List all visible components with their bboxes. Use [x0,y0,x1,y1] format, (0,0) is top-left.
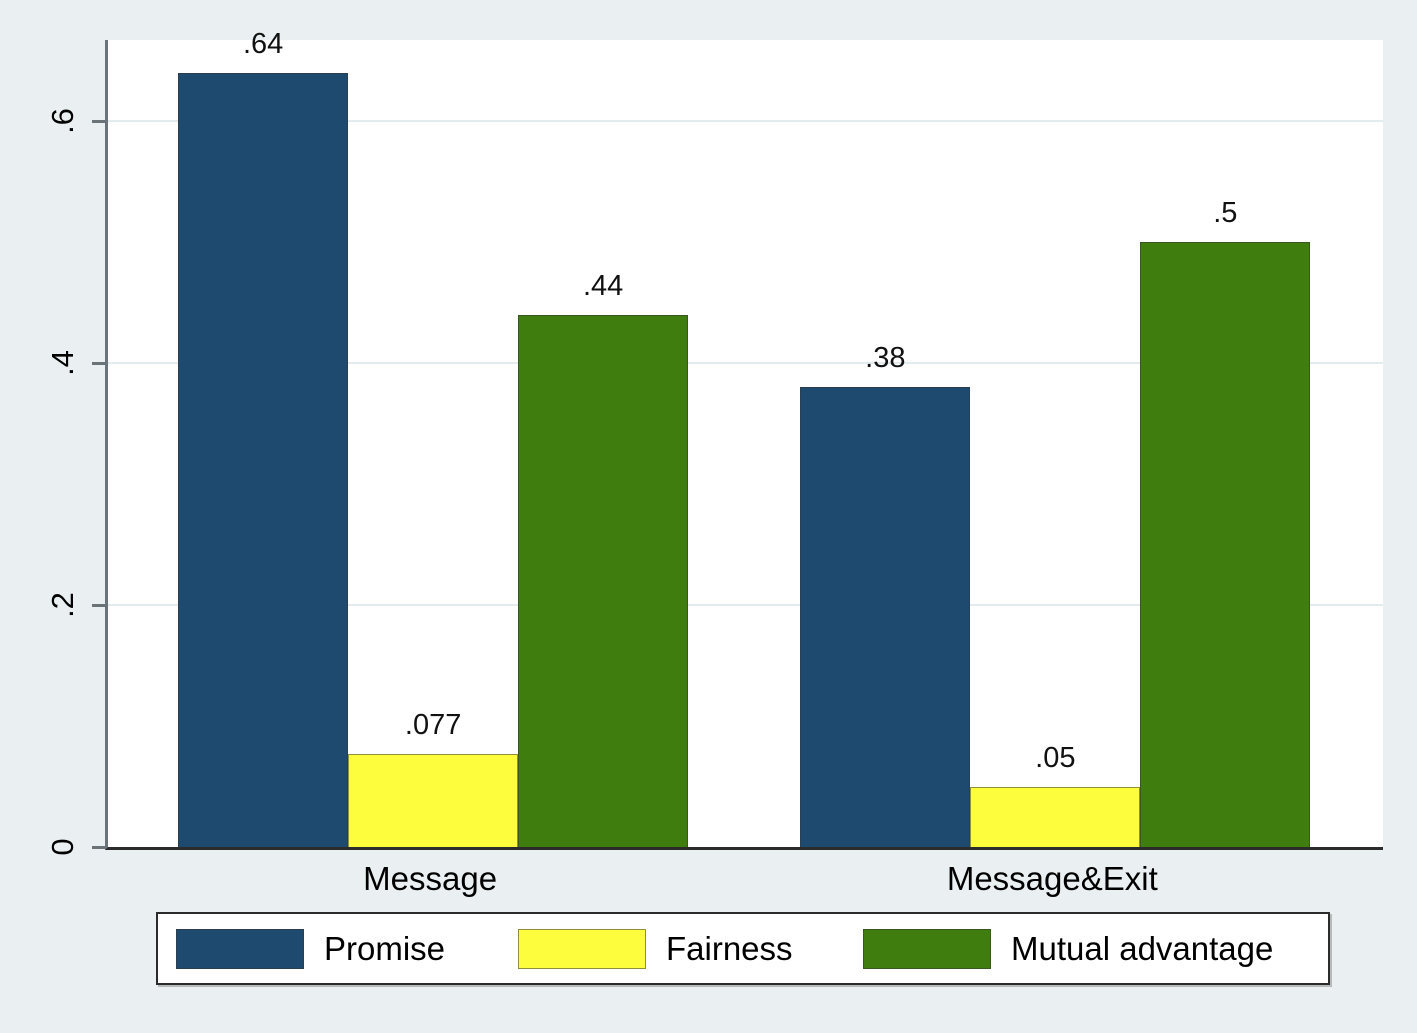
legend-label-promise: Promise [324,929,446,967]
bar-mutual-advantage-message-exit [1140,242,1311,847]
legend: Promise Fairness Mutual advantage [156,912,1330,985]
bar-fairness-message [348,753,519,847]
legend-swatch-mutual-advantage [863,928,991,969]
bar-value-label: .5 [1213,197,1238,230]
x-axis-category-label: Message&Exit [946,860,1158,897]
bar-value-label: .077 [404,708,462,741]
bar-promise-message-exit [800,387,971,847]
legend-entry-mutual-advantage: Mutual advantage [845,928,1325,969]
bar-promise-message [178,72,349,847]
bar-value-label: .64 [242,27,284,60]
plot-area: .64 .077 .44 .38 .05 .5 [105,28,1383,850]
bar-value-label: .44 [582,269,624,302]
legend-label-mutual-advantage: Mutual advantage [1011,929,1274,967]
legend-label-fairness: Fairness [666,929,793,967]
y-axis-tick-label: 0 [45,838,80,856]
legend-swatch-fairness [518,928,646,969]
gridline-y-0.2 [108,604,1383,607]
legend-entry-promise: Promise [158,928,500,969]
y-axis-tick-label: .6 [45,108,80,134]
legend-entry-fairness: Fairness [500,928,845,969]
gridline-y-0.4 [108,362,1383,365]
y-axis-tick [92,120,105,124]
bar-value-label: .38 [865,342,906,375]
bar-mutual-advantage-message [518,314,689,847]
legend-swatch-promise [176,928,304,969]
y-axis-tick [92,846,105,849]
y-axis-tick-label: .4 [45,350,80,376]
y-axis-tick-label: .2 [45,592,80,618]
bar-value-label: .05 [1035,741,1076,774]
bar-fairness-message-exit [970,786,1141,847]
y-axis-tick [92,362,105,366]
x-axis-category-label: Message [363,860,498,897]
gridline-y-0.6 [108,120,1383,123]
y-axis-tick [92,604,105,608]
